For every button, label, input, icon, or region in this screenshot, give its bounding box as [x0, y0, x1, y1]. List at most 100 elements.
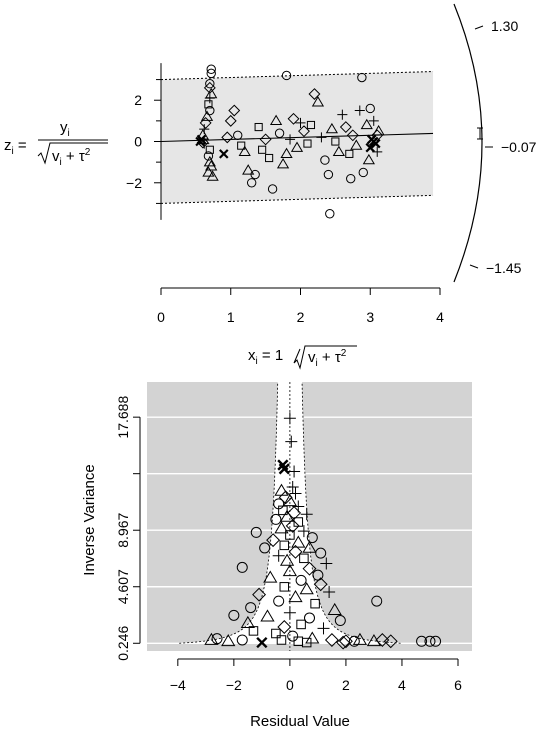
data-point: [203, 155, 216, 167]
data-point: [300, 508, 313, 521]
y-label-radical: [37, 142, 108, 165]
data-point: [345, 149, 354, 158]
data-point: [256, 636, 268, 649]
data-point: [336, 635, 351, 650]
x-label-denominator: vi + τ2: [308, 348, 347, 369]
data-point: [365, 103, 375, 114]
data-point: [371, 138, 381, 149]
data-point: [206, 64, 216, 74]
data-point: [279, 509, 295, 522]
data-point: [270, 513, 282, 525]
data-point: [285, 530, 295, 540]
data-point: [325, 209, 335, 219]
data-point: [283, 606, 296, 619]
data-point: [357, 72, 367, 83]
data-point: [327, 602, 342, 616]
arc-tick-label: −0.07: [501, 139, 537, 155]
data-point: [334, 615, 346, 627]
data-point: [287, 112, 300, 125]
data-point: [279, 582, 290, 592]
data-point: [280, 147, 293, 159]
data-point: [360, 118, 373, 130]
data-point: [297, 525, 310, 538]
x-tick-label: 3: [366, 309, 374, 325]
data-point: [204, 100, 213, 109]
data-point: [304, 612, 315, 624]
funnel-region: [179, 382, 401, 644]
funnel-right-bound: [301, 381, 401, 644]
x-tick-label: −2: [226, 677, 242, 693]
arc-tick: [474, 25, 484, 30]
data-point: [277, 620, 292, 634]
data-point: [346, 173, 356, 184]
data-point: [237, 141, 246, 150]
data-point: [299, 582, 314, 595]
data-point: [236, 634, 248, 646]
y-axis: −2 0 2: [126, 63, 162, 220]
data-point: [228, 104, 241, 117]
radial-plot: −2 0 2 0 1 2 3 4 1.30 −0.07 −1.45 zi = yi vi + τ…: [4, 3, 537, 370]
data-point: [274, 521, 289, 534]
data-point: [205, 160, 218, 171]
data-point: [260, 609, 275, 622]
data-point: [250, 526, 262, 538]
data-points: [204, 412, 442, 650]
data-point: [224, 114, 237, 127]
data-point: [323, 586, 336, 599]
data-point: [284, 134, 296, 145]
data-point: [350, 139, 363, 150]
x-tick-label: 2: [297, 309, 305, 325]
data-point: [283, 412, 296, 425]
x-tick-label: 4: [436, 309, 444, 325]
data-point: [202, 166, 215, 177]
data-point: [252, 587, 267, 602]
regression-line: [160, 132, 434, 143]
data-point: [320, 557, 333, 570]
data-point: [195, 136, 205, 147]
data-point: [296, 619, 306, 630]
data-point: [288, 544, 303, 559]
funnel-left-bound: [179, 381, 279, 644]
data-point: [278, 463, 290, 475]
data-point: [265, 153, 274, 163]
data-point: [221, 634, 236, 647]
data-point: [299, 553, 309, 564]
data-point: [254, 122, 263, 132]
data-point: [302, 540, 317, 553]
data-point: [358, 167, 368, 178]
data-point: [301, 637, 312, 648]
data-point: [348, 635, 360, 647]
data-point: [288, 465, 301, 478]
regression-line: [160, 132, 434, 143]
data-point: [259, 542, 271, 554]
data-point: [273, 595, 285, 607]
data-point: [362, 153, 375, 165]
arc-tick-label: 1.30: [491, 18, 518, 34]
data-point: [287, 630, 299, 642]
data-point: [317, 622, 330, 635]
x-axis-title: Residual Value: [250, 713, 350, 730]
x-label-text: xi = 1: [248, 347, 283, 367]
funnel-plot: 0.246 4.607 8.967 17.688 −4 −2 0 2 4 6 Residual …: [81, 381, 472, 730]
y-label-denominator: vi + τ2: [52, 147, 91, 168]
arc-tick-label: −1.45: [486, 260, 522, 276]
funnel-boundaries: [179, 381, 401, 651]
y-tick-label: 0: [134, 134, 142, 150]
data-point: [320, 155, 330, 165]
data-point: [313, 577, 328, 592]
x-tick-label: 4: [398, 677, 406, 693]
data-point: [306, 532, 318, 544]
data-point: [282, 564, 298, 577]
y-tick-label: −2: [126, 175, 142, 191]
data-point: [424, 635, 436, 647]
data-point: [250, 169, 260, 180]
data-point: [246, 178, 257, 188]
data-point: [324, 633, 339, 647]
data-point: [295, 117, 306, 128]
data-point: [206, 170, 219, 181]
y-tick-label: 17.688: [115, 396, 131, 439]
y-axis-label: zi = yi vi + τ2: [4, 119, 108, 168]
x-tick-label: 0: [286, 677, 294, 693]
band-lower: [160, 194, 434, 204]
